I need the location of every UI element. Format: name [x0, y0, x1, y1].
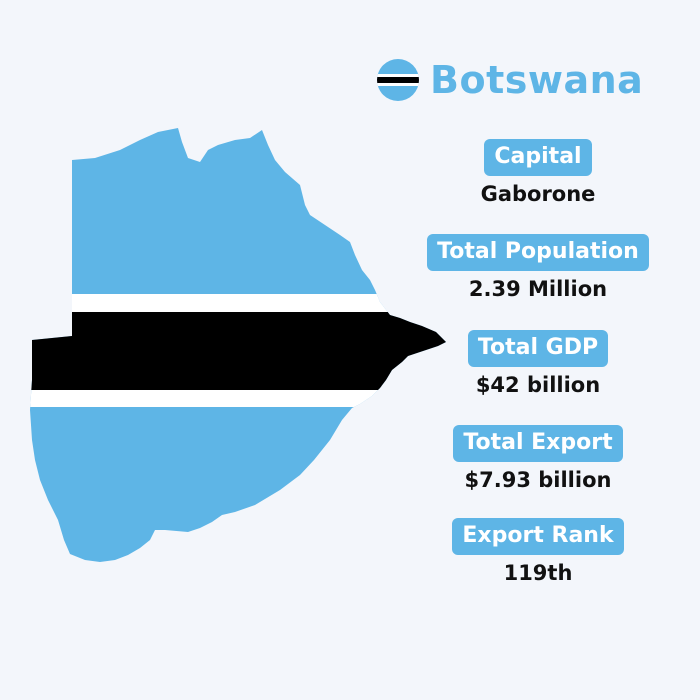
stat-total-export: Total Export $7.93 billion [420, 425, 656, 493]
stat-label: Total GDP [467, 330, 609, 367]
stat-capital: Capital Gaborone [420, 139, 656, 207]
stat-label: Capital [484, 139, 592, 176]
stat-value: 2.39 Million [468, 277, 608, 301]
stat-label: Export Rank [452, 518, 624, 555]
stat-total-gdp: Total GDP $42 billion [420, 330, 656, 398]
botswana-flag-icon [377, 59, 419, 101]
title-row: Botswana [376, 58, 643, 102]
stat-label: Total Population [427, 234, 649, 271]
stat-value: $7.93 billion [464, 468, 612, 492]
page-title: Botswana [430, 58, 644, 102]
stat-value: $42 billion [475, 373, 601, 397]
stat-export-rank: Export Rank 119th [420, 518, 656, 586]
stat-label: Total Export [453, 425, 623, 462]
stat-value: Gaborone [480, 182, 596, 206]
stat-total-population: Total Population 2.39 Million [420, 234, 656, 302]
stat-value: 119th [503, 561, 573, 585]
